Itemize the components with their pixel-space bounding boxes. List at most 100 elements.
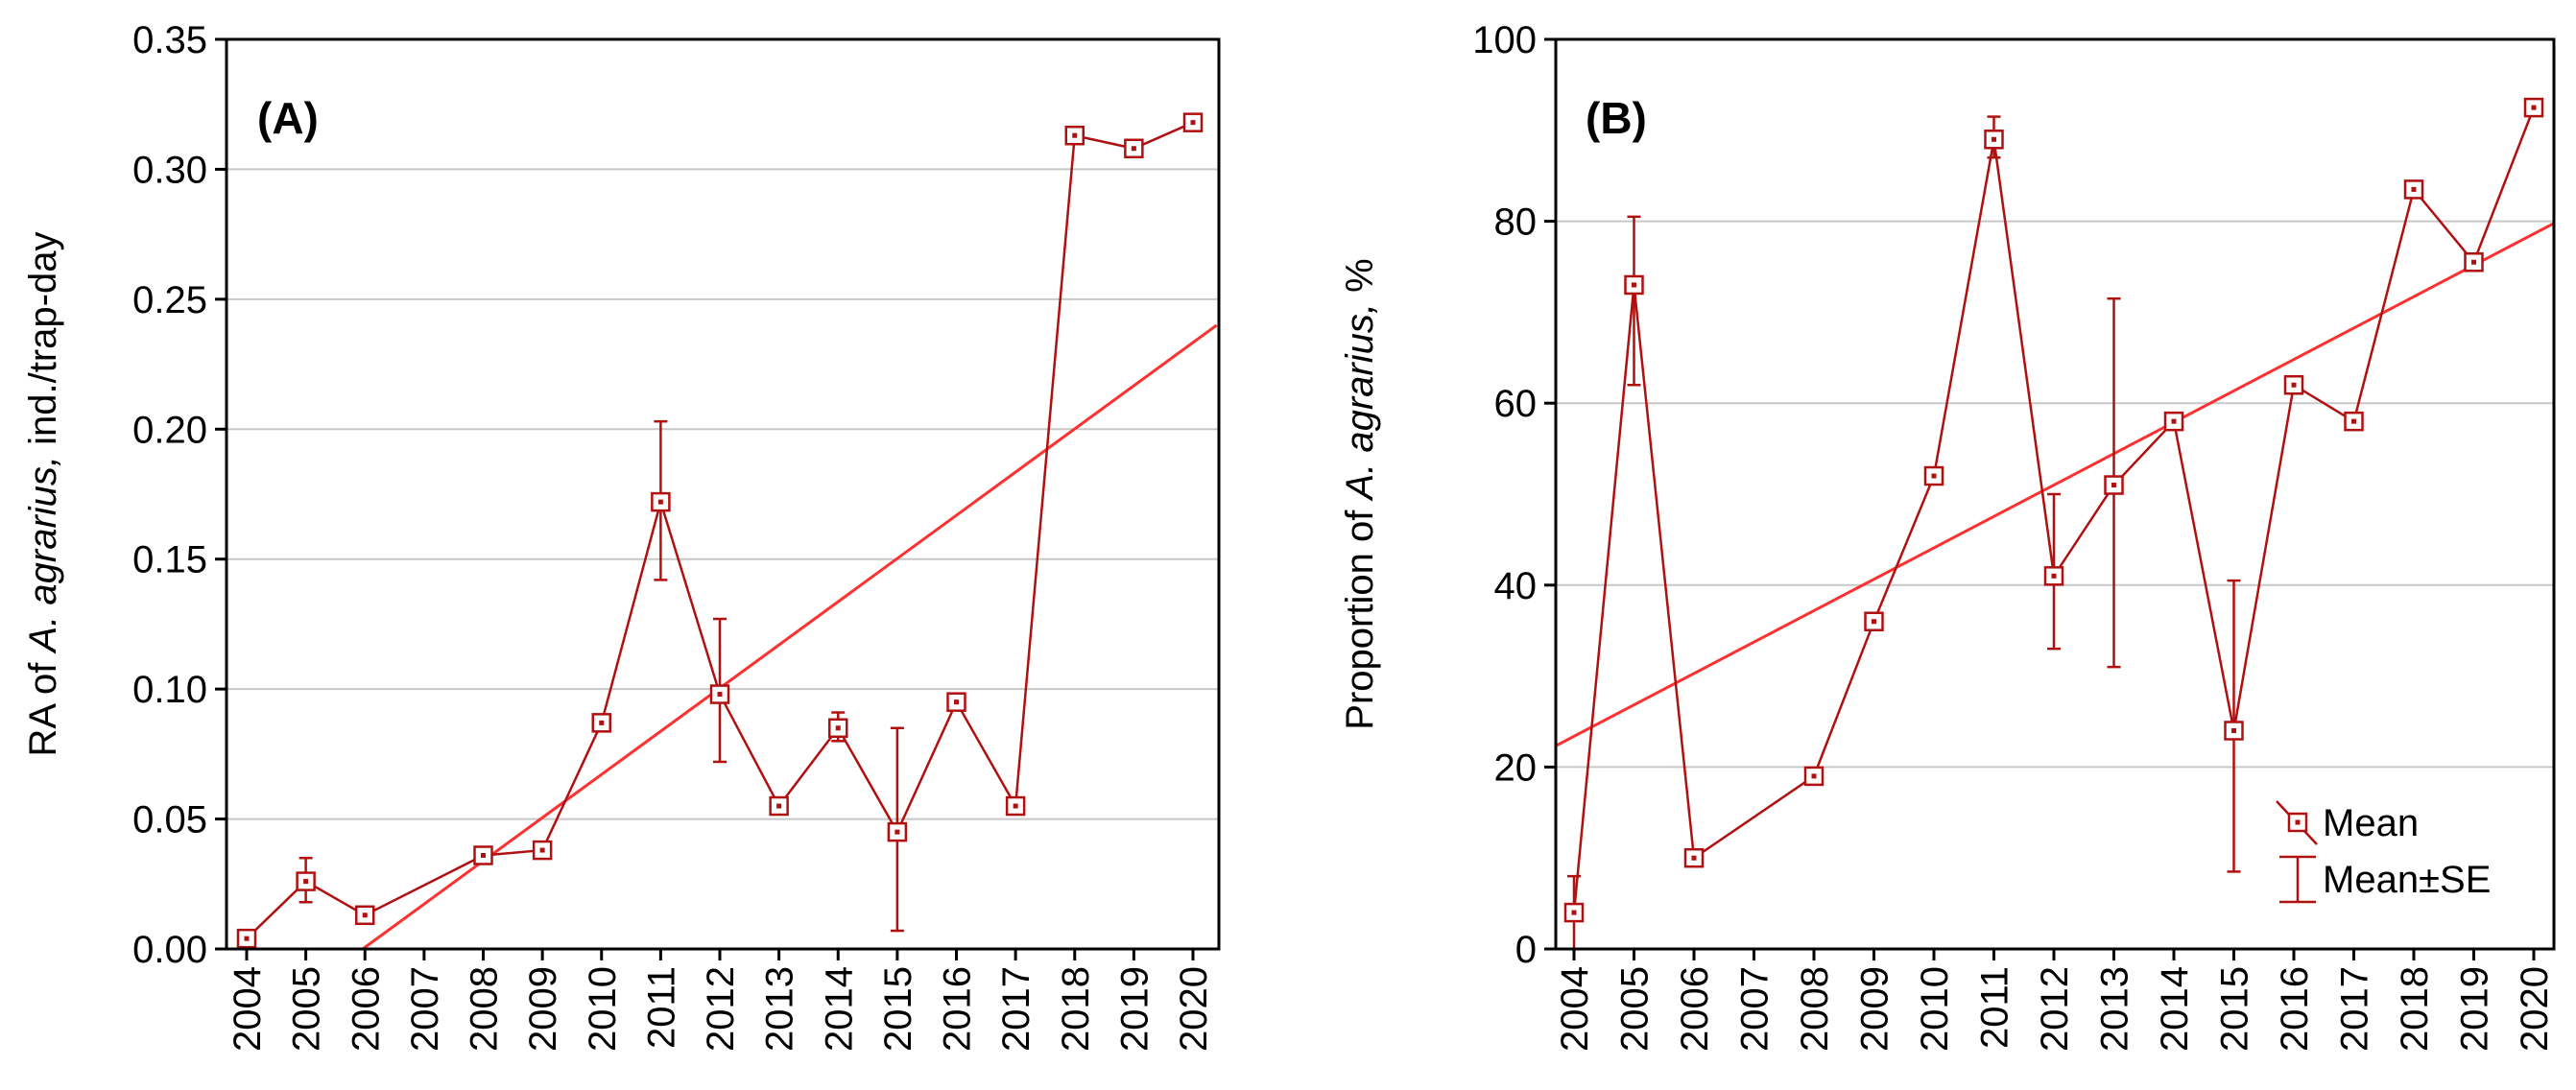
data-point-center [1811,773,1817,779]
y-tick-label: 0.25 [132,279,207,321]
data-point-center [1992,136,1996,142]
data-point-center [362,912,368,918]
y-axis-title: Proportion of A. agrarius, % [1339,258,1381,729]
y-tick-label: 20 [1494,746,1538,789]
trend-line [1556,222,2554,747]
legend-label-mean-se: Mean±SE [2323,859,2491,901]
y-tick-label: 0.35 [132,19,207,61]
y-axis-title-species: A. agrarius, [22,456,64,654]
x-tick-label: 2010 [1914,966,1956,1052]
y-tick-label: 0.05 [132,799,207,841]
data-point-center [2231,727,2236,733]
x-tick-label: 2009 [1854,966,1896,1052]
x-tick-label: 2007 [404,966,446,1052]
legend: Mean Mean±SE [2276,800,2491,904]
x-tick-label: 2013 [2094,966,2136,1052]
x-tick-label: 2019 [2454,966,2496,1052]
data-point-center [2471,259,2476,265]
legend-label-mean: Mean [2323,802,2419,844]
x-tick-label: 2015 [877,966,919,1052]
x-tick-label: 2015 [2214,966,2256,1052]
data-point-center [894,829,900,835]
data-point-center [1190,120,1196,126]
y-tick-label: 80 [1494,201,1538,244]
x-tick-label: 2018 [2394,966,2436,1052]
data-point-center [776,803,782,809]
x-tick-label: 2011 [640,966,682,1049]
x-tick-label: 2012 [700,966,742,1052]
x-tick-label: 2004 [227,966,269,1052]
data-point-center [1571,910,1577,915]
x-tick-label: 2013 [759,966,801,1052]
legend-marker-dot-icon [2295,819,2301,825]
data-point-center [2531,105,2537,110]
y-tick-label: 100 [1472,19,1537,61]
x-tick-label: 2004 [1554,966,1596,1052]
x-tick-label: 2005 [1614,966,1657,1052]
x-tick-label: 2009 [522,966,564,1052]
y-tick-label: 0.15 [132,539,207,581]
data-point-center [1013,803,1018,809]
data-point-center [1632,282,1636,288]
y-tick-label: 0.10 [132,669,207,711]
x-tick-label: 2012 [2034,966,2076,1052]
x-tick-label: 2006 [345,966,387,1052]
data-point-center [2051,573,2057,579]
x-tick-label: 2014 [2154,966,2196,1052]
x-tick-label: 2017 [995,966,1038,1052]
panel-b: 0 20 40 60 80 100 2004 2005 2006 2007 2008 2009 201… [1339,19,2556,1052]
x-tick-label: 2020 [1173,966,1215,1052]
panel-label: (A) [257,93,319,143]
legend-mean: Mean [2276,800,2419,845]
x-tick-label: 2018 [1055,966,1097,1052]
trend-line [360,323,1218,949]
data-point-center [2171,418,2177,424]
x-tick-label: 2014 [818,966,860,1052]
x-tick-label: 2016 [937,966,979,1052]
y-axis-title-part: ind./trap-day [22,232,64,456]
data-point-center [1931,473,1937,479]
x-tick-label: 2016 [2274,966,2316,1052]
data-point-center [2411,186,2417,192]
y-tick-label: 0 [1515,929,1537,971]
data-point-center [303,879,309,885]
data-point-center [1872,619,1876,625]
y-axis-title-part: % [1339,258,1381,303]
x-tick-label: 2007 [1734,966,1777,1052]
panel-a: 0.00 0.05 0.10 0.15 0.20 0.25 0.30 0.35 2004 200… [22,19,1221,1052]
legend-se: Mean±SE [2279,855,2491,904]
panel-label: (B) [1586,93,1647,143]
y-tick-label: 40 [1494,565,1538,607]
data-point-center [835,725,841,731]
data-point-center [954,699,959,705]
data-point-center [1072,132,1078,138]
series-line [1572,107,2536,913]
y-tick-label: 0.20 [132,409,207,451]
y-axis-title: RA of A. agrarius, ind./trap-day [22,232,64,757]
x-tick-label: 2011 [1974,966,2016,1049]
data-point-center [717,692,723,698]
x-tick-label: 2008 [464,966,506,1052]
x-tick-label: 2008 [1794,966,1836,1052]
data-point-center [1131,146,1136,152]
y-axis-title-part: Proportion of [1339,500,1381,730]
data-point-center [2351,418,2356,424]
data-point-center [599,720,605,725]
x-tick-label: 2010 [582,966,624,1052]
y-tick-label: 0.00 [132,929,207,971]
series-line [246,121,1194,940]
x-tick-label: 2020 [2514,966,2556,1052]
x-tick-label: 2006 [1674,966,1716,1052]
data-point-center [244,936,250,941]
x-tick-label: 2019 [1113,966,1156,1052]
y-tick-label: 0.30 [132,149,207,191]
data-point-center [657,499,663,505]
data-point-center [2291,382,2297,388]
x-tick-label: 2017 [2334,966,2376,1052]
y-axis-title-part: RA of [22,652,64,757]
data-point-center [1691,855,1697,861]
data-point-center [539,847,545,853]
x-tick-label: 2005 [286,966,328,1052]
plot-frame [225,37,1221,951]
data-point-center [2111,483,2116,488]
